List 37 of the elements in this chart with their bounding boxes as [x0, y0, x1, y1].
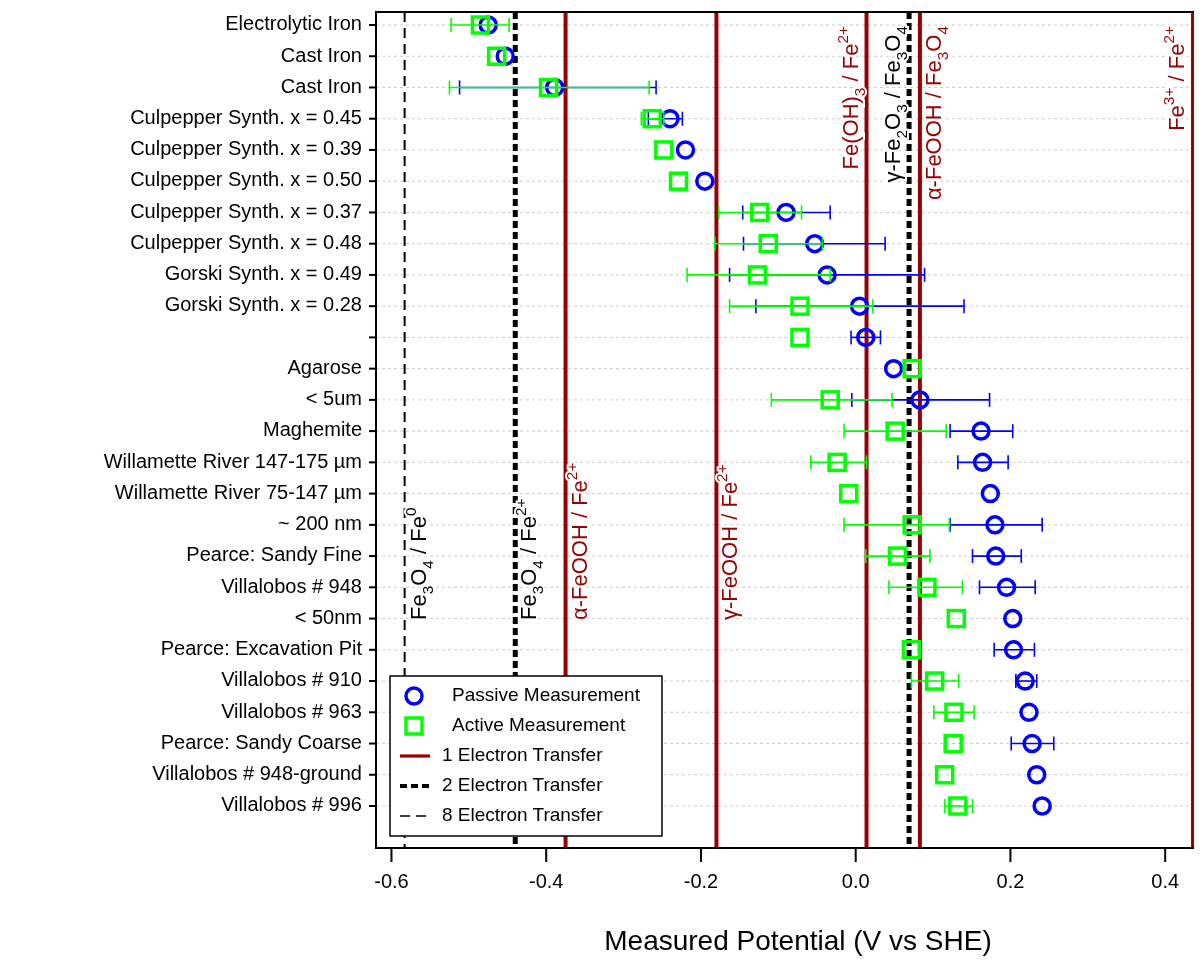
y-tick-label: Agarose: [287, 355, 362, 378]
y-tick-label: Pearce: Sandy Fine: [186, 543, 362, 566]
y-tick-label: Culpepper Synth. x = 0.45: [130, 106, 362, 128]
y-tick-label: Pearce: Sandy Coarse: [160, 730, 362, 753]
x-tick-label: 0.4: [1151, 870, 1180, 892]
y-tick-label: Villalobos # 948: [221, 574, 362, 597]
y-tick-label: Villalobos # 910: [221, 668, 362, 691]
y-tick-label: ~ 200 nm: [278, 512, 362, 535]
y-tick-label: Gorski Synth. x = 0.28: [164, 293, 362, 316]
y-tick-label: Culpepper Synth. x = 0.37: [130, 199, 362, 222]
x-tick-label: 0.0: [841, 870, 870, 892]
annotation: 2 Electron Transfer: [442, 774, 604, 796]
y-tick-label: Culpepper Synth. x = 0.48: [130, 230, 362, 253]
legend-label: Active Measurement: [452, 714, 626, 736]
y-tick-label: Willamette River 75-147 µm: [114, 480, 362, 503]
y-tick-label: Willamette River 147-175 µm: [103, 449, 362, 472]
y-tick-label: Pearce: Excavation Pit: [160, 637, 363, 660]
x-tick-label: -0.6: [374, 870, 409, 892]
y-tick-label: < 5um: [305, 387, 362, 410]
x-tick-label: 0.2: [996, 870, 1025, 892]
y-tick-label: Villalobos # 963: [221, 699, 362, 722]
y-tick-label: < 50nm: [294, 605, 362, 628]
y-tick-label: Electrolytic Iron: [225, 12, 362, 35]
y-tick-label: Villalobos # 948-ground: [152, 762, 362, 785]
y-tick-label: Culpepper Synth. x = 0.39: [130, 137, 362, 160]
x-tick-label: -0.2: [683, 870, 719, 892]
y-tick-label: Culpepper Synth. x = 0.50: [130, 168, 362, 191]
y-tick-label: Maghemite: [263, 418, 362, 441]
y-tick-label: Cast Iron: [280, 74, 362, 97]
y-tick-label: Gorski Synth. x = 0.49: [164, 262, 362, 285]
x-axis-title: Measured Potential (V vs SHE): [604, 925, 992, 956]
y-tick-label: Cast Iron: [280, 43, 362, 66]
annotation: 1 Electron Transfer: [442, 744, 604, 766]
legend-label: Passive Measurement: [452, 684, 641, 706]
x-tick-label: -0.4: [528, 870, 564, 892]
y-tick-label: Villalobos # 996: [221, 793, 362, 816]
annotation: 8 Electron Transfer: [442, 804, 604, 826]
